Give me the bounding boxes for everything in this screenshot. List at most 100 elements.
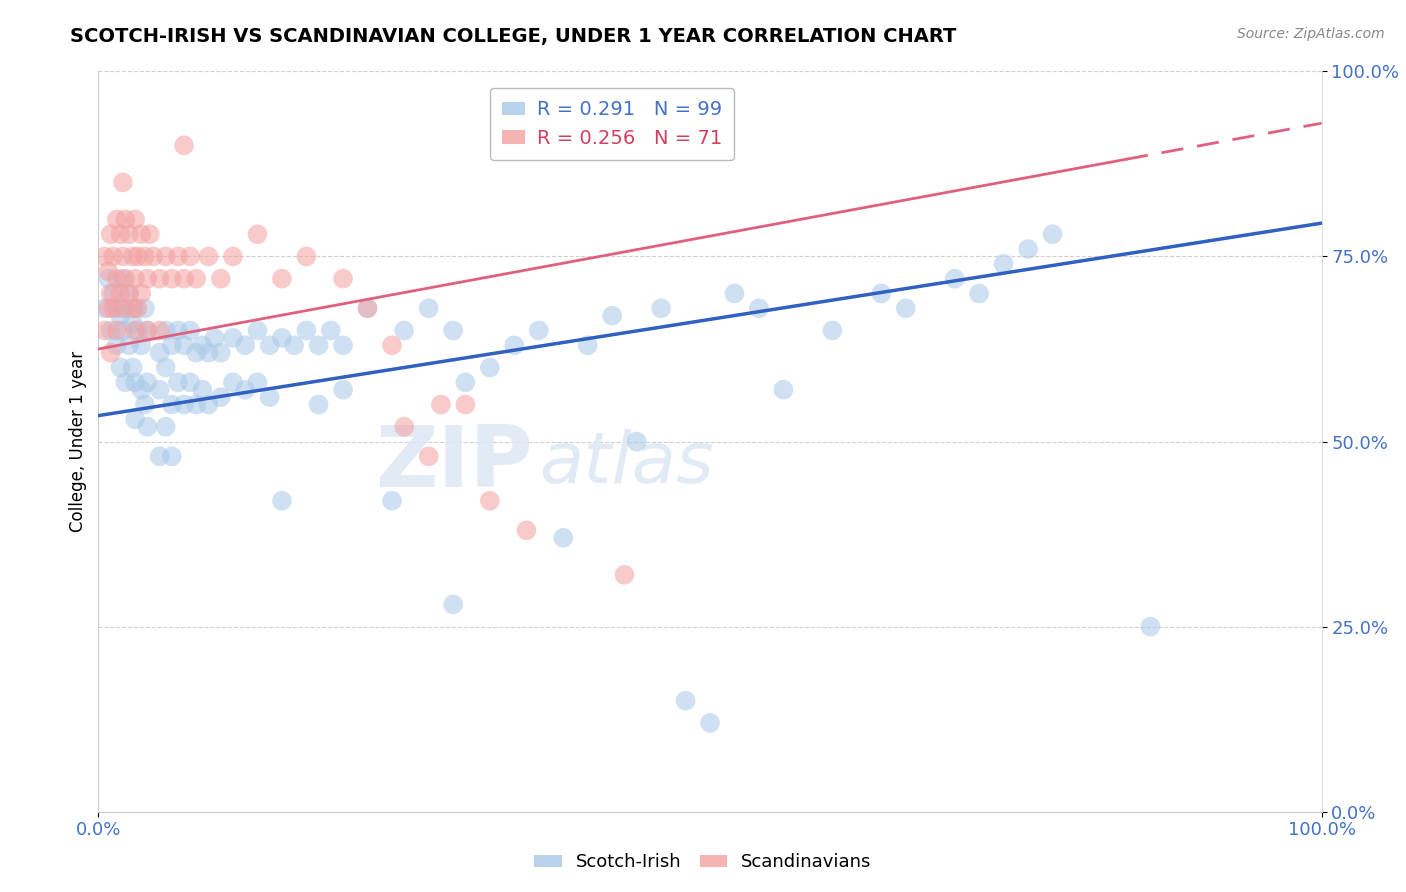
Point	[204, 331, 226, 345]
Point	[129, 286, 152, 301]
Point	[699, 715, 721, 730]
Point	[179, 250, 201, 264]
Point	[418, 450, 440, 464]
Point	[186, 271, 208, 285]
Point	[114, 376, 136, 390]
Point	[173, 138, 195, 153]
Point	[124, 324, 146, 338]
Point	[127, 324, 149, 338]
Point	[197, 250, 219, 264]
Point	[167, 324, 190, 338]
Point	[392, 324, 416, 338]
Point	[441, 324, 464, 338]
Point	[97, 271, 120, 285]
Point	[149, 383, 172, 397]
Point	[295, 250, 318, 264]
Point	[748, 301, 770, 316]
Point	[1139, 619, 1161, 633]
Point	[129, 383, 152, 397]
Point	[160, 338, 183, 352]
Point	[97, 264, 120, 278]
Point	[441, 598, 464, 612]
Point	[515, 524, 537, 538]
Point	[381, 338, 404, 352]
Point	[111, 324, 134, 338]
Point	[209, 390, 232, 404]
Point	[246, 227, 269, 242]
Point	[121, 316, 143, 330]
Point	[124, 301, 146, 316]
Point	[110, 309, 132, 323]
Point	[613, 567, 636, 582]
Point	[100, 324, 122, 338]
Point	[136, 376, 159, 390]
Point	[114, 271, 136, 285]
Point	[105, 212, 128, 227]
Point	[650, 301, 672, 316]
Point	[626, 434, 648, 449]
Point	[149, 271, 172, 285]
Point	[160, 271, 183, 285]
Point	[430, 398, 453, 412]
Point	[295, 324, 318, 338]
Point	[114, 212, 136, 227]
Text: atlas: atlas	[538, 429, 713, 499]
Point	[105, 324, 128, 338]
Point	[142, 250, 165, 264]
Point	[283, 338, 305, 352]
Point	[134, 398, 156, 412]
Point	[93, 324, 115, 338]
Point	[167, 250, 190, 264]
Point	[124, 271, 146, 285]
Point	[943, 271, 966, 285]
Point	[111, 250, 134, 264]
Point	[124, 212, 146, 227]
Point	[478, 493, 501, 508]
Point	[160, 450, 183, 464]
Point	[576, 338, 599, 352]
Point	[191, 383, 214, 397]
Point	[259, 338, 281, 352]
Point	[118, 227, 141, 242]
Point	[894, 301, 917, 316]
Point	[111, 175, 134, 190]
Point	[723, 286, 745, 301]
Point	[136, 419, 159, 434]
Point	[93, 250, 115, 264]
Point	[222, 331, 245, 345]
Point	[139, 227, 162, 242]
Point	[155, 360, 177, 375]
Point	[503, 338, 526, 352]
Point	[118, 286, 141, 301]
Point	[191, 338, 214, 352]
Point	[114, 301, 136, 316]
Point	[105, 271, 128, 285]
Point	[100, 345, 122, 359]
Point	[136, 271, 159, 285]
Point	[149, 324, 172, 338]
Point	[308, 338, 330, 352]
Point	[110, 227, 132, 242]
Point	[155, 419, 177, 434]
Point	[121, 250, 143, 264]
Point	[129, 227, 152, 242]
Point	[186, 398, 208, 412]
Point	[173, 398, 195, 412]
Point	[332, 338, 354, 352]
Point	[246, 324, 269, 338]
Point	[101, 301, 124, 316]
Point	[772, 383, 794, 397]
Point	[600, 309, 623, 323]
Point	[870, 286, 893, 301]
Point	[124, 376, 146, 390]
Point	[101, 286, 124, 301]
Point	[136, 324, 159, 338]
Text: SCOTCH-IRISH VS SCANDINAVIAN COLLEGE, UNDER 1 YEAR CORRELATION CHART: SCOTCH-IRISH VS SCANDINAVIAN COLLEGE, UN…	[70, 27, 956, 45]
Point	[179, 324, 201, 338]
Point	[319, 324, 342, 338]
Point	[167, 376, 190, 390]
Point	[118, 286, 141, 301]
Point	[454, 398, 477, 412]
Point	[233, 383, 256, 397]
Point	[332, 383, 354, 397]
